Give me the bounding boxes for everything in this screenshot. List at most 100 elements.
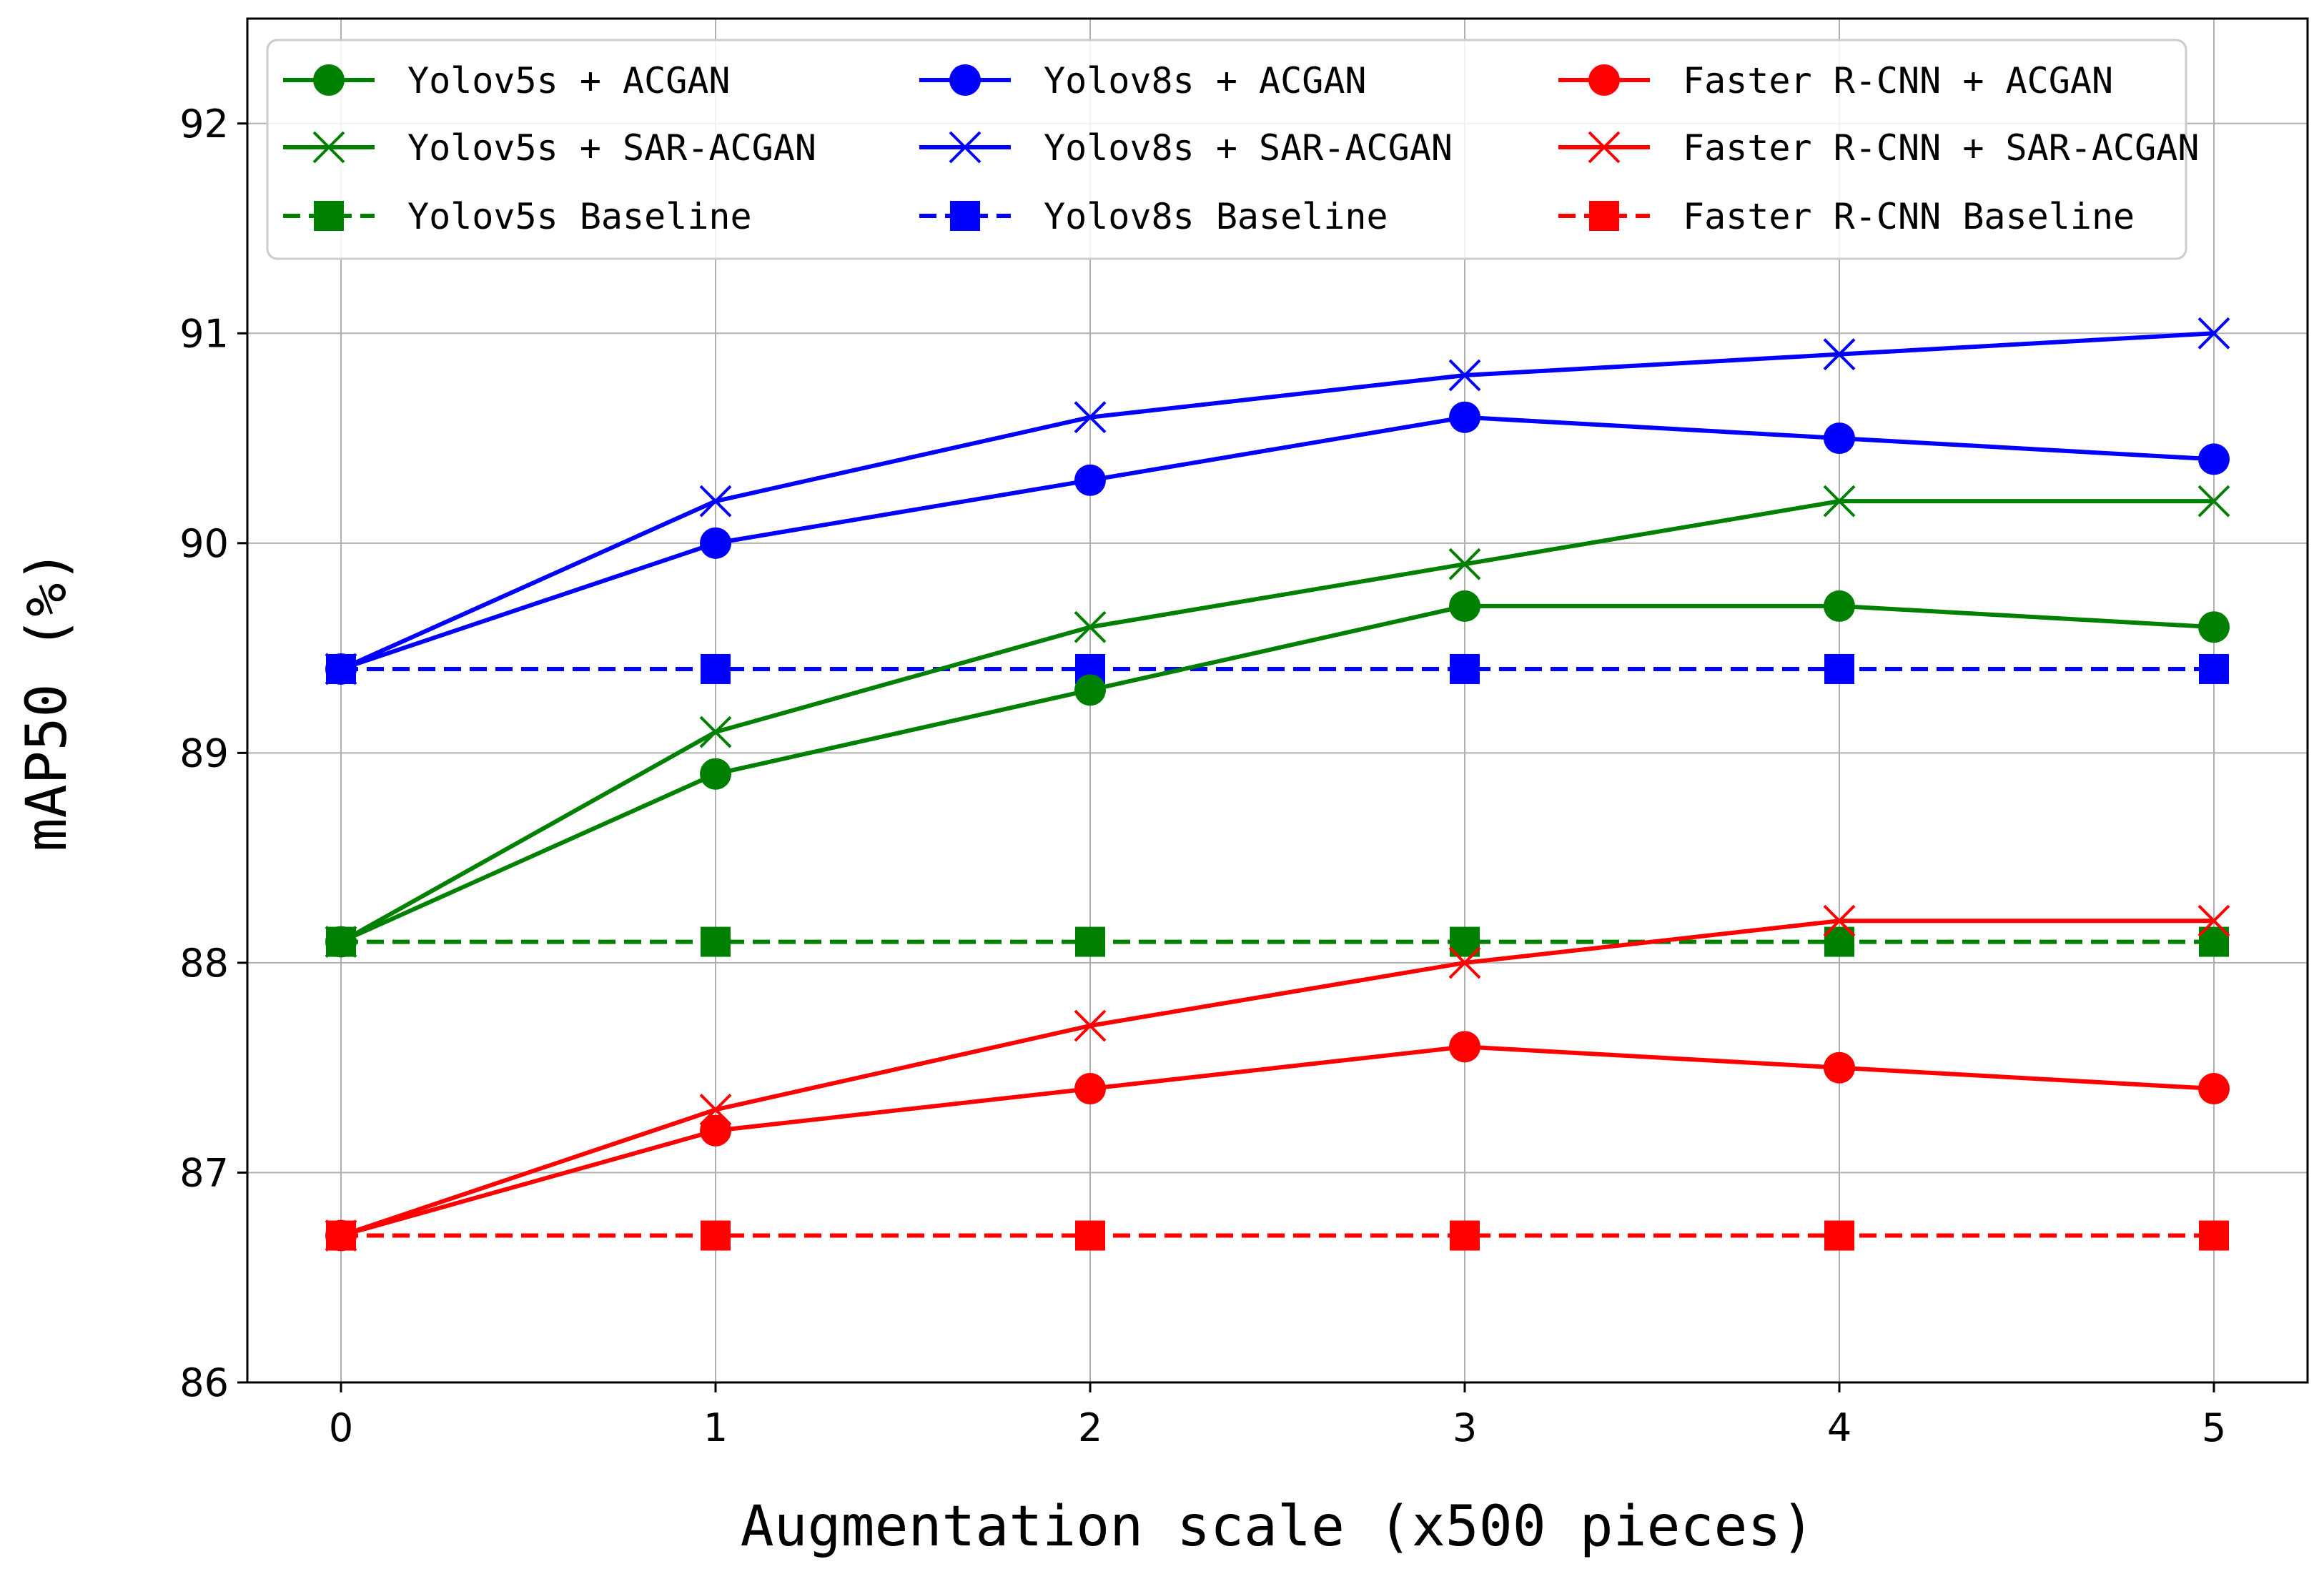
data-point [2198, 1073, 2230, 1105]
legend-entry: Yolov5s + ACGAN [283, 60, 731, 102]
data-point [2198, 443, 2230, 475]
legend-marker [314, 201, 344, 231]
y-tick-label: 89 [179, 731, 229, 776]
series-line [340, 331, 2215, 671]
legend-label: Yolov8s + ACGAN [1044, 60, 1367, 102]
y-tick-label: 91 [179, 311, 229, 356]
data-point [1823, 904, 1856, 937]
series-line [340, 1044, 2215, 1238]
x-tick-label: 4 [1827, 1405, 1851, 1450]
legend-marker [313, 64, 345, 96]
data-point [325, 1219, 357, 1252]
legend-entry: Faster R-CNN Baseline [1558, 196, 2135, 237]
data-point [2197, 485, 2230, 518]
y-tick-label: 90 [179, 521, 229, 566]
data-point [1450, 1220, 1480, 1251]
x-axis-label: Augmentation scale (x500 pieces) [741, 1495, 1815, 1559]
data-point [1075, 1220, 1105, 1251]
series-yolov5s-acgan [325, 590, 2230, 958]
legend-label: Faster R-CNN + SAR-ACGAN [1683, 127, 2199, 169]
data-point [1824, 422, 1855, 455]
data-point [1823, 485, 1856, 518]
series-faster-r-cnn-acgan [325, 1031, 2230, 1252]
data-point [1448, 548, 1481, 580]
x-tick-label: 2 [1078, 1405, 1102, 1450]
legend-label: Yolov8s + SAR-ACGAN [1044, 127, 1453, 169]
data-point [2199, 1220, 2229, 1251]
legend-marker [1589, 201, 1619, 231]
data-point [699, 485, 732, 518]
legend-marker [312, 131, 345, 164]
legend-entry: Yolov5s + SAR-ACGAN [283, 127, 816, 169]
data-point [1074, 1009, 1107, 1042]
legend-entry: Yolov5s Baseline [283, 196, 752, 237]
legend-marker [950, 201, 980, 231]
data-point [1448, 946, 1481, 979]
series-line [340, 919, 2214, 1238]
data-point [1074, 1073, 1106, 1105]
legend-label: Faster R-CNN + ACGAN [1683, 60, 2113, 102]
legend-entry: Faster R-CNN + ACGAN [1558, 60, 2113, 102]
data-point [325, 653, 357, 685]
x-tick-label: 1 [703, 1405, 728, 1450]
legend-entry: Yolov8s Baseline [919, 196, 1388, 237]
x-tick-label: 0 [329, 1405, 353, 1450]
data-point [1074, 401, 1107, 434]
data-point [2199, 653, 2229, 684]
y-axis-label: mAP50 (%) [15, 550, 79, 852]
legend-marker [1588, 64, 1620, 96]
y-tick-label: 92 [179, 102, 229, 147]
data-point [1075, 926, 1105, 957]
data-point [1450, 653, 1480, 684]
legend-entry: Yolov8s + ACGAN [919, 60, 1367, 102]
legend-entry: Faster R-CNN + SAR-ACGAN [1558, 127, 2199, 169]
data-point [699, 716, 732, 748]
legend-label: Yolov5s + ACGAN [407, 60, 731, 102]
series-layer [325, 317, 2230, 1252]
legend-marker [1588, 131, 1621, 164]
data-point [1074, 610, 1107, 643]
data-point [700, 1114, 731, 1147]
legend: Yolov5s + ACGAN Yolov8s + ACGAN Faster R-C… [266, 39, 2199, 260]
legend-entry: Yolov8s + SAR-ACGAN [919, 127, 1453, 169]
data-point [700, 758, 731, 790]
axes: 0 1 2 3 4 5 86 87 88 89 90 91 92 [179, 102, 2226, 1450]
data-point [1449, 401, 1480, 433]
series-line [340, 603, 2215, 944]
data-point [701, 653, 731, 684]
legend-marker [949, 131, 981, 164]
data-point [1074, 464, 1106, 496]
data-point [2197, 904, 2230, 937]
data-point [325, 926, 357, 958]
legend-label: Yolov5s + SAR-ACGAN [407, 127, 816, 169]
series-line [340, 499, 2214, 944]
series-line [340, 415, 2215, 671]
data-point [1824, 653, 1854, 684]
data-point [1824, 1051, 1855, 1084]
data-point [1074, 674, 1106, 706]
legend-box [266, 39, 2187, 260]
legend-label: Yolov5s Baseline [407, 196, 752, 237]
y-tick-label: 86 [179, 1360, 229, 1405]
y-tick-label: 87 [179, 1150, 229, 1195]
series-yolov8s-acgan [325, 401, 2230, 685]
legend-label: Yolov8s Baseline [1044, 196, 1388, 237]
x-tick-label: 5 [2202, 1405, 2226, 1450]
legend-label: Faster R-CNN Baseline [1683, 196, 2135, 237]
legend-marker [949, 64, 981, 96]
data-point [2198, 611, 2230, 643]
y-tick-label: 88 [179, 941, 229, 986]
data-point [2197, 317, 2230, 350]
plot-frame [246, 17, 2309, 1384]
x-tick-label: 3 [1453, 1405, 1477, 1450]
data-point [701, 926, 731, 957]
data-point [701, 1220, 731, 1251]
data-point [1449, 590, 1480, 622]
data-point [1824, 590, 1855, 622]
data-point [1449, 1031, 1480, 1063]
data-point [1824, 1220, 1854, 1251]
data-point [1823, 338, 1856, 371]
data-point [700, 527, 731, 559]
